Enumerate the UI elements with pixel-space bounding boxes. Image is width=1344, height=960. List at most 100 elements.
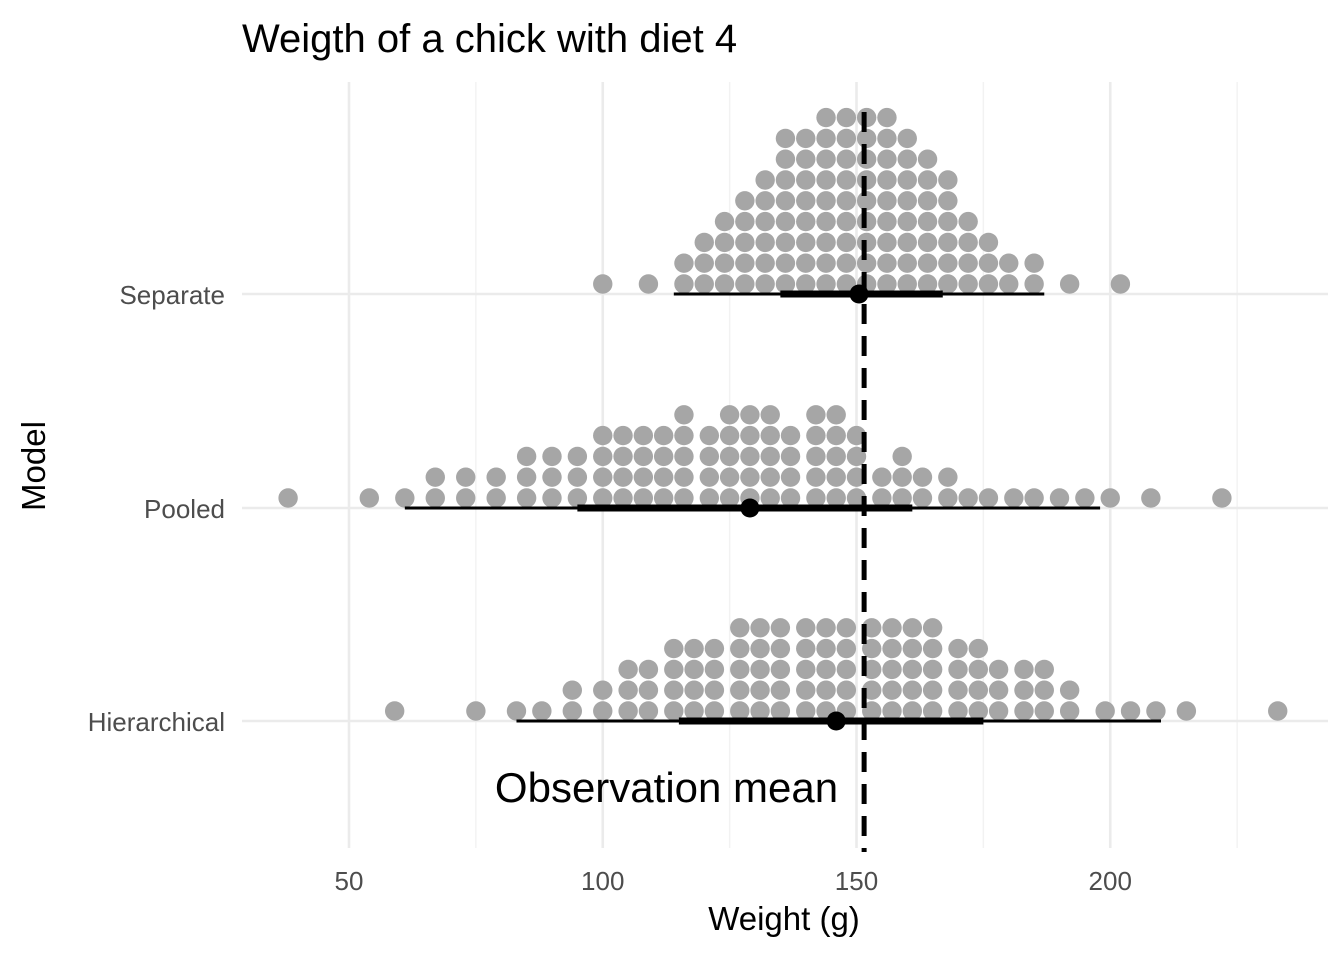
dot-separate bbox=[836, 211, 857, 232]
dot-hierarchical bbox=[968, 701, 988, 721]
dot-separate bbox=[856, 191, 877, 211]
dot-pooled bbox=[516, 467, 537, 487]
dot-separate bbox=[917, 274, 938, 294]
dot-separate bbox=[796, 232, 816, 253]
dot-pooled bbox=[780, 467, 801, 487]
dot-pooled bbox=[1100, 488, 1120, 508]
dot-pooled bbox=[846, 467, 867, 487]
dot-separate bbox=[877, 211, 897, 232]
dot-pooled bbox=[872, 467, 892, 487]
dot-pooled bbox=[740, 446, 760, 467]
dot-hierarchical bbox=[384, 701, 405, 721]
dot-hierarchical bbox=[922, 680, 943, 700]
dot-hierarchical bbox=[750, 680, 770, 700]
dot-separate bbox=[978, 274, 999, 294]
dot-separate bbox=[978, 253, 999, 273]
dot-hierarchical bbox=[684, 659, 704, 680]
dot-pooled bbox=[699, 488, 720, 508]
dot-separate bbox=[796, 128, 816, 149]
dot-separate bbox=[674, 274, 694, 294]
dot-hierarchical bbox=[664, 701, 684, 721]
dot-hierarchical bbox=[922, 659, 943, 680]
dot-pooled bbox=[1141, 488, 1161, 508]
dot-pooled bbox=[674, 405, 694, 425]
dot-pooled bbox=[760, 405, 780, 425]
dot-hierarchical bbox=[882, 659, 902, 680]
dot-pooled bbox=[633, 488, 654, 508]
dot-separate bbox=[775, 232, 796, 253]
dot-separate bbox=[836, 232, 857, 253]
dot-separate bbox=[755, 274, 775, 294]
dot-pooled bbox=[719, 405, 740, 425]
dot-separate bbox=[816, 274, 836, 294]
dot-pooled bbox=[699, 446, 720, 467]
dot-separate bbox=[856, 170, 877, 190]
dot-separate bbox=[897, 211, 917, 232]
dot-hierarchical bbox=[730, 680, 750, 700]
dot-separate bbox=[836, 170, 857, 190]
dot-hierarchical bbox=[1146, 701, 1166, 721]
dot-hierarchical bbox=[532, 701, 552, 721]
dot-pooled bbox=[593, 467, 613, 487]
dot-pooled bbox=[806, 488, 826, 508]
dot-pooled bbox=[938, 467, 958, 487]
dot-separate bbox=[877, 128, 897, 149]
dot-pooled bbox=[938, 488, 958, 508]
dot-pooled bbox=[516, 488, 537, 508]
dot-separate bbox=[938, 211, 958, 232]
dot-hierarchical bbox=[816, 680, 836, 700]
dot-pooled bbox=[542, 446, 562, 467]
dot-separate bbox=[877, 149, 897, 169]
dot-separate bbox=[755, 253, 775, 273]
dot-pooled bbox=[826, 446, 846, 467]
dot-pooled bbox=[719, 425, 740, 446]
dot-hierarchical bbox=[1059, 701, 1080, 721]
dot-hierarchical bbox=[750, 701, 770, 721]
dot-separate bbox=[796, 274, 816, 294]
dot-pooled bbox=[613, 467, 633, 487]
dot-pooled bbox=[719, 446, 740, 467]
dot-pooled bbox=[912, 488, 933, 508]
dot-separate bbox=[638, 274, 659, 294]
dot-pooled bbox=[719, 467, 740, 487]
dot-hierarchical bbox=[466, 701, 486, 721]
dot-separate bbox=[836, 128, 857, 149]
dot-pooled bbox=[892, 467, 912, 487]
dot-separate bbox=[877, 191, 897, 211]
dot-separate bbox=[897, 149, 917, 169]
dot-hierarchical bbox=[704, 680, 725, 700]
x-axis-ticks: 50 100 150 200 bbox=[335, 866, 1132, 896]
dot-separate bbox=[938, 274, 958, 294]
dot-pooled bbox=[1024, 488, 1044, 508]
dot-pooled bbox=[425, 488, 445, 508]
dot-pooled bbox=[846, 425, 867, 446]
dot-separate bbox=[775, 191, 796, 211]
dot-hierarchical bbox=[562, 701, 582, 721]
dot-hierarchical bbox=[1034, 659, 1054, 680]
dot-hierarchical bbox=[618, 659, 638, 680]
dot-separate bbox=[917, 253, 938, 273]
dot-separate bbox=[714, 274, 735, 294]
observation-mean-label: Observation mean bbox=[495, 764, 838, 811]
dot-pooled bbox=[740, 425, 760, 446]
dot-pooled bbox=[740, 405, 760, 425]
dot-pooled bbox=[978, 488, 999, 508]
dot-pooled bbox=[278, 488, 298, 508]
dot-pooled bbox=[486, 488, 506, 508]
dot-separate bbox=[796, 170, 816, 190]
dot-separate bbox=[938, 191, 958, 211]
dot-pooled bbox=[613, 425, 633, 446]
dot-pooled bbox=[516, 446, 537, 467]
chart-title: Weigth of a chick with diet 4 bbox=[242, 17, 737, 61]
dot-separate bbox=[877, 232, 897, 253]
dot-pooled bbox=[456, 488, 476, 508]
dot-separate bbox=[856, 107, 877, 128]
dot-separate bbox=[714, 253, 735, 273]
dot-separate bbox=[735, 211, 755, 232]
dot-pooled bbox=[806, 405, 826, 425]
dot-separate bbox=[796, 253, 816, 273]
dot-separate bbox=[714, 211, 735, 232]
dot-separate bbox=[958, 211, 978, 232]
dot-hierarchical bbox=[902, 659, 923, 680]
